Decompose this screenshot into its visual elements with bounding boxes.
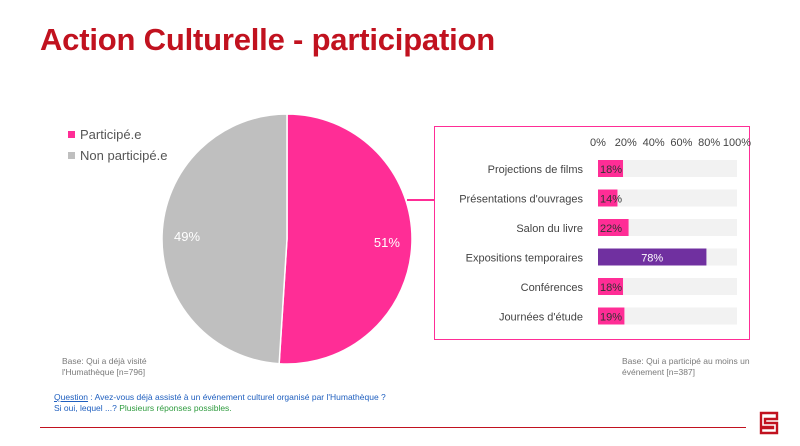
bar-category-label: Expositions temporaires	[466, 253, 584, 265]
legend-swatch-pink	[68, 131, 75, 138]
bar-track	[598, 160, 737, 177]
pie-slice-non-participe	[161, 113, 288, 365]
legend-item-participe: Participé.e	[68, 124, 167, 145]
base-note-line: Base: Qui a déjà visité	[62, 356, 147, 366]
axis-tick-label: 100%	[723, 137, 751, 149]
axis-tick-label: 60%	[670, 137, 692, 149]
bar-category-label: Journées d'étude	[499, 312, 583, 324]
bar-value-label: 14%	[600, 194, 622, 206]
bar-category-label: Présentations d'ouvrages	[459, 194, 583, 206]
bar-track	[598, 189, 737, 207]
bar	[598, 219, 629, 236]
axis-tick-label: 20%	[615, 137, 637, 149]
pie-to-bar-connector	[407, 199, 434, 201]
question-text: : Avez-vous déjà assisté à un événement …	[88, 392, 386, 402]
pie-slice-participe	[278, 113, 413, 365]
legend-item-non-participe: Non participé.e	[68, 145, 167, 166]
axis-tick-label: 40%	[643, 137, 665, 149]
bar	[598, 307, 625, 325]
base-note-right: Base: Qui a participé au moins un événem…	[622, 356, 772, 378]
page-title: Action Culturelle - participation	[40, 22, 495, 57]
bar-value-label: 22%	[600, 223, 622, 235]
bar	[598, 189, 618, 207]
footer-divider	[40, 427, 746, 428]
legend-swatch-gray	[68, 152, 75, 159]
pie-slice-label: 51%	[374, 235, 400, 250]
bar-chart: 0% 20% 40% 60% 80% 100% Projections de films 18…	[459, 137, 751, 325]
axis-tick-label: 0%	[590, 137, 606, 149]
pie-chart: 51% 49%	[161, 113, 413, 365]
bar-value-label: 19%	[600, 312, 622, 324]
bar-track	[598, 307, 737, 325]
bar-value-label: 18%	[600, 282, 622, 294]
question-sub-note: Plusieurs réponses possibles.	[119, 403, 232, 413]
bar	[598, 160, 624, 177]
bar	[598, 278, 624, 295]
base-note-left: Base: Qui a déjà visité l'Humathèque [n=…	[62, 356, 202, 378]
bar	[598, 248, 707, 266]
bar-chart-panel: 0% 20% 40% 60% 80% 100% Projections de films 18…	[434, 126, 751, 340]
axis-tick-label: 80%	[698, 137, 720, 149]
bar-value-label: 18%	[600, 164, 622, 176]
base-note-line: Base: Qui a participé au moins un	[622, 356, 750, 366]
pie-legend: Participé.e Non participé.e	[68, 124, 167, 166]
legend-label: Non participé.e	[80, 148, 168, 163]
base-note-line: l'Humathèque [n=796]	[62, 367, 146, 377]
bar-category-label: Conférences	[521, 282, 584, 294]
brand-logo-icon	[759, 411, 779, 435]
question-sub: Si oui, lequel ...?	[54, 403, 120, 413]
pie-slice-label: 49%	[174, 229, 200, 244]
question-label: Question	[54, 392, 89, 402]
bar-value-label: 78%	[641, 253, 663, 265]
bar-track	[598, 219, 737, 236]
bar-category-label: Salon du livre	[516, 223, 583, 235]
question-note: Question : Avez-vous déjà assisté à un é…	[54, 392, 386, 414]
legend-label: Participé.e	[80, 127, 142, 142]
bar-track	[598, 278, 737, 295]
bar-category-label: Projections de films	[488, 164, 584, 176]
base-note-line: événement [n=387]	[622, 367, 696, 377]
